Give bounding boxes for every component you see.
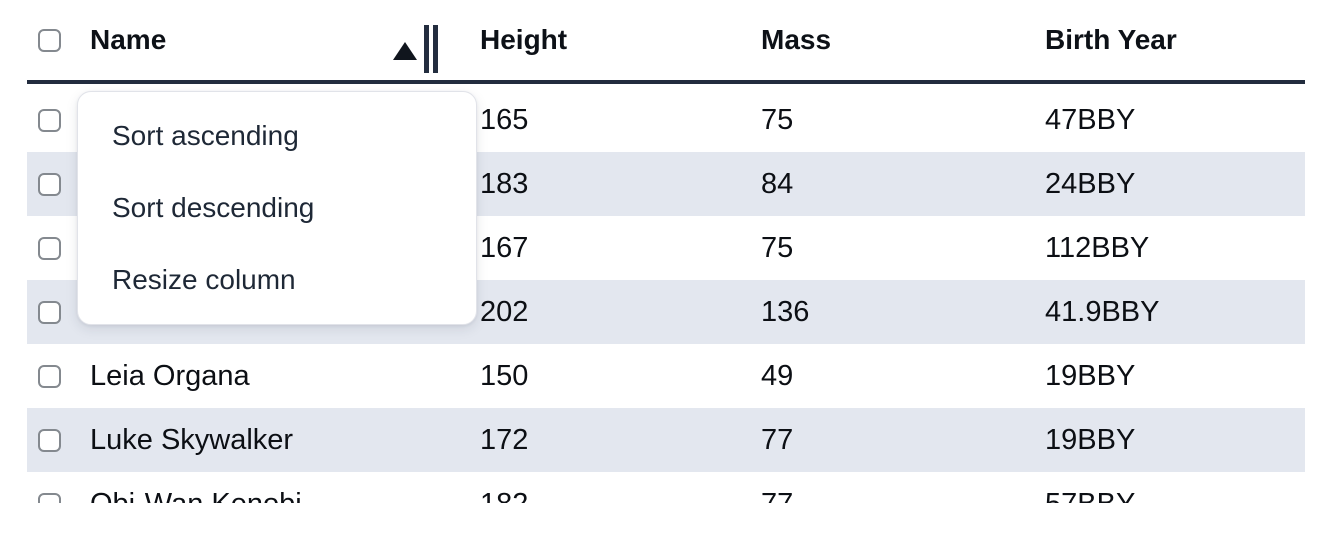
resize-bar-icon [424,25,429,73]
cell-mass: 75 [761,103,794,136]
cell-birth-year: 57BBY [1033,488,1305,504]
cell-height: 172 [480,423,529,456]
select-all-checkbox[interactable] [38,28,61,52]
cell-height: 165 [480,103,529,136]
table-row[interactable]: Leia Organa 150 49 19BBY [27,344,1305,408]
row-checkbox-cell [27,408,78,472]
cell-name: Luke Skywalker [90,423,294,456]
cell-mass: 75 [761,231,794,264]
cell-name: Obi-Wan Kenobi [78,488,468,504]
row-checkbox-cell [27,280,78,344]
row-checkbox[interactable] [38,172,61,196]
sort-ascending-icon [393,42,417,60]
row-checkbox-cell [27,152,78,216]
row-checkbox-cell [27,216,78,280]
column-header-height[interactable]: Height [480,24,568,55]
cell-height: 182 [468,488,749,504]
cell-name: Leia Organa [90,359,250,392]
cell-birth-year: 19BBY [1045,359,1136,392]
table-header-row: Name Height Mass Birth Year [27,0,1305,84]
row-checkbox[interactable] [38,108,61,132]
row-checkbox-cell [27,344,78,408]
cell-birth-year: 41.9BBY [1045,295,1160,328]
row-checkbox[interactable] [38,428,61,452]
column-header-name[interactable]: Name [78,0,468,80]
row-checkbox-cell [27,472,78,503]
column-header-mass[interactable]: Mass [761,24,832,55]
cell-height: 167 [480,231,529,264]
row-checkbox-cell [27,88,78,152]
cell-height: 183 [480,167,529,200]
cell-mass: 77 [749,488,1033,504]
menu-item-sort-ascending[interactable]: Sort ascending [112,120,299,151]
cell-height: 150 [480,359,529,392]
menu-item-resize-column[interactable]: Resize column [112,264,296,295]
column-resize-handle[interactable] [424,25,438,73]
resize-bar-icon [433,25,438,73]
cell-mass: 136 [761,295,810,328]
table-row[interactable]: 167 75 112BBY [27,216,1305,280]
row-checkbox[interactable] [38,236,61,260]
row-checkbox[interactable] [38,492,61,503]
cell-birth-year: 112BBY [1045,231,1150,264]
column-context-menu: Sort ascending Sort descending Resize co… [77,91,477,325]
cell-birth-year: 19BBY [1045,423,1136,456]
menu-item-sort-descending[interactable]: Sort descending [112,192,315,223]
column-header-birth-year[interactable]: Birth Year [1045,24,1177,55]
cell-mass: 84 [761,167,794,200]
cell-height: 202 [480,295,529,328]
table-row[interactable]: Obi-Wan Kenobi 182 77 57BBY [27,472,1305,503]
cell-birth-year: 47BBY [1045,103,1136,136]
cell-birth-year: 24BBY [1045,167,1136,200]
cell-mass: 49 [761,359,794,392]
row-checkbox[interactable] [38,300,61,324]
table-row[interactable]: 165 75 47BBY [27,88,1305,152]
column-header-name-label: Name [90,24,167,55]
cell-mass: 77 [761,423,794,456]
row-checkbox[interactable] [38,364,61,388]
table-row[interactable]: Luke Skywalker 172 77 19BBY [27,408,1305,472]
header-checkbox-cell [27,0,78,80]
